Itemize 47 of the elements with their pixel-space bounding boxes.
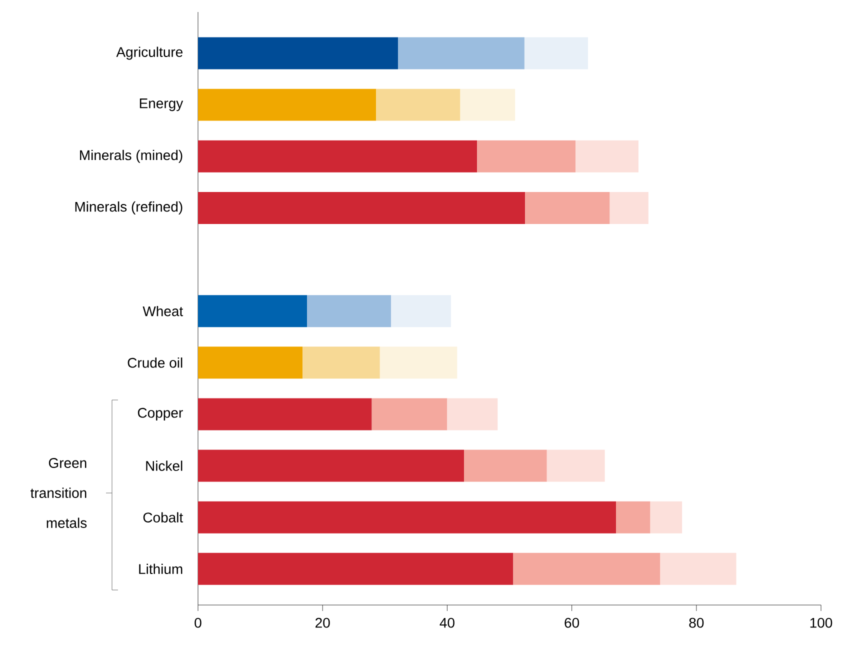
bar [198,450,464,482]
bar [576,140,638,172]
y-tick-label: Lithium [139,564,182,574]
bar [477,140,576,172]
bar [380,346,458,379]
bar [460,88,516,121]
bar [616,501,650,534]
bar [513,552,660,585]
bar [610,192,648,224]
bar [198,37,398,70]
bar [198,552,514,585]
bar [650,501,682,534]
bar [302,346,380,379]
x-tick-label: 20 [316,618,330,628]
bar [198,346,303,379]
y-tick-label: Agriculture [116,46,183,60]
x-tick-label: 40 [440,618,454,628]
y-tick-label: Copper [138,408,183,421]
bar [198,295,308,328]
y-tick-label: Cobalt [143,512,184,522]
y-tick-label: Crude oil [128,358,182,368]
bar [398,37,524,70]
bar [391,295,451,328]
bar [660,552,736,585]
bar [372,398,448,430]
x-tick-label: 60 [564,618,580,628]
y-tick-label: Nickel [146,460,182,471]
bar [198,192,526,224]
bar [198,88,376,121]
x-tick-label: 80 [689,618,704,628]
bar [198,398,372,430]
bar [198,140,478,172]
bar [464,450,547,482]
bar [447,398,498,430]
bar [376,88,460,121]
x-tick-label: 100 [810,618,832,628]
text: Green transition metals [30,458,87,528]
y-tick-label: Minerals (mined) [80,150,182,163]
bar [525,192,610,224]
y-tick-label: Wheat [142,306,184,316]
bar [307,295,392,328]
bar [524,37,588,70]
bar [198,501,616,534]
bar [546,450,605,482]
x-tick-label: 0 [194,618,202,628]
y-tick-label: Energy [140,98,184,112]
y-tick-label: Minerals (refined) [75,201,182,214]
